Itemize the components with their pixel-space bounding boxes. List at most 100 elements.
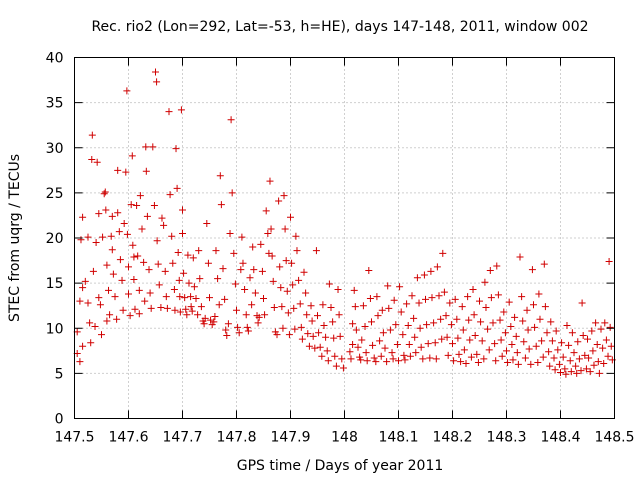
data-point (188, 307, 196, 315)
data-point (283, 287, 291, 295)
data-point (264, 229, 272, 237)
data-point (278, 303, 286, 311)
data-point (607, 342, 615, 350)
data-point (99, 233, 107, 241)
data-point (424, 340, 432, 348)
data-point (372, 358, 380, 366)
data-point (471, 331, 479, 339)
data-point (125, 290, 132, 298)
data-point (280, 192, 288, 200)
data-point (413, 274, 421, 282)
data-point (532, 342, 540, 350)
data-point (231, 280, 239, 288)
data-point (593, 340, 601, 348)
data-point (114, 166, 122, 174)
data-point (585, 354, 593, 362)
data-point (183, 311, 191, 319)
data-point (403, 300, 411, 308)
data-point (116, 256, 124, 264)
data-point (145, 266, 153, 274)
data-point (293, 247, 301, 255)
data-point (108, 212, 116, 220)
data-point (368, 318, 375, 326)
data-point (76, 297, 84, 305)
data-point (572, 362, 580, 370)
data-point (551, 366, 559, 374)
data-point (545, 348, 553, 356)
data-point (131, 305, 139, 313)
data-point (155, 281, 163, 289)
data-point (100, 190, 108, 198)
data-point (161, 267, 169, 275)
data-point (179, 229, 186, 237)
data-point (389, 355, 397, 363)
data-point (557, 368, 564, 376)
data-point (415, 299, 423, 307)
data-point (227, 116, 235, 124)
data-point (210, 318, 218, 326)
data-point (487, 294, 495, 302)
data-point (601, 319, 609, 327)
data-point (473, 350, 481, 358)
data-point (359, 302, 367, 310)
data-point (575, 355, 583, 363)
data-point (357, 356, 365, 364)
data-point (119, 306, 127, 314)
data-point (122, 168, 130, 176)
data-point (84, 233, 92, 241)
data-point (281, 225, 289, 233)
data-point (223, 331, 231, 339)
data-point (362, 349, 370, 357)
data-point (201, 314, 209, 322)
data-point (284, 309, 292, 317)
data-point (216, 172, 224, 180)
data-point (102, 206, 110, 214)
data-points (73, 68, 616, 378)
data-point (405, 340, 413, 348)
data-point (179, 206, 186, 214)
data-point (230, 249, 238, 257)
data-point (562, 370, 570, 378)
data-point (401, 356, 409, 364)
data-point (168, 232, 176, 240)
data-point (586, 368, 594, 376)
data-point (222, 326, 230, 334)
data-point (606, 323, 614, 331)
data-point (318, 352, 326, 360)
data-point (508, 340, 516, 348)
data-point (101, 188, 109, 196)
data-point (206, 294, 213, 302)
data-point (268, 252, 276, 260)
data-point (388, 349, 396, 357)
data-point (373, 293, 381, 301)
data-point (214, 275, 222, 283)
data-point (77, 236, 85, 244)
data-point (331, 352, 339, 360)
data-point (250, 266, 258, 274)
data-point (204, 259, 212, 267)
y-tick-label: 15 (46, 276, 64, 292)
data-point (187, 303, 195, 311)
data-point (320, 322, 328, 330)
data-point (238, 233, 246, 241)
data-point (594, 358, 602, 366)
data-point (187, 293, 195, 301)
data-point (130, 276, 138, 284)
data-point (177, 106, 185, 114)
data-point (412, 349, 420, 357)
data-point (361, 322, 369, 330)
data-point (466, 336, 474, 344)
data-point (324, 357, 332, 365)
data-point (350, 286, 358, 294)
data-point (302, 289, 310, 297)
data-point (584, 335, 591, 343)
data-point (276, 263, 284, 271)
data-point (300, 268, 308, 276)
data-point (270, 303, 278, 311)
data-point (266, 177, 274, 185)
data-point (513, 349, 521, 357)
data-point (221, 295, 229, 303)
data-point (404, 322, 412, 330)
data-point (501, 329, 509, 337)
y-tick-label: 10 (46, 321, 64, 337)
